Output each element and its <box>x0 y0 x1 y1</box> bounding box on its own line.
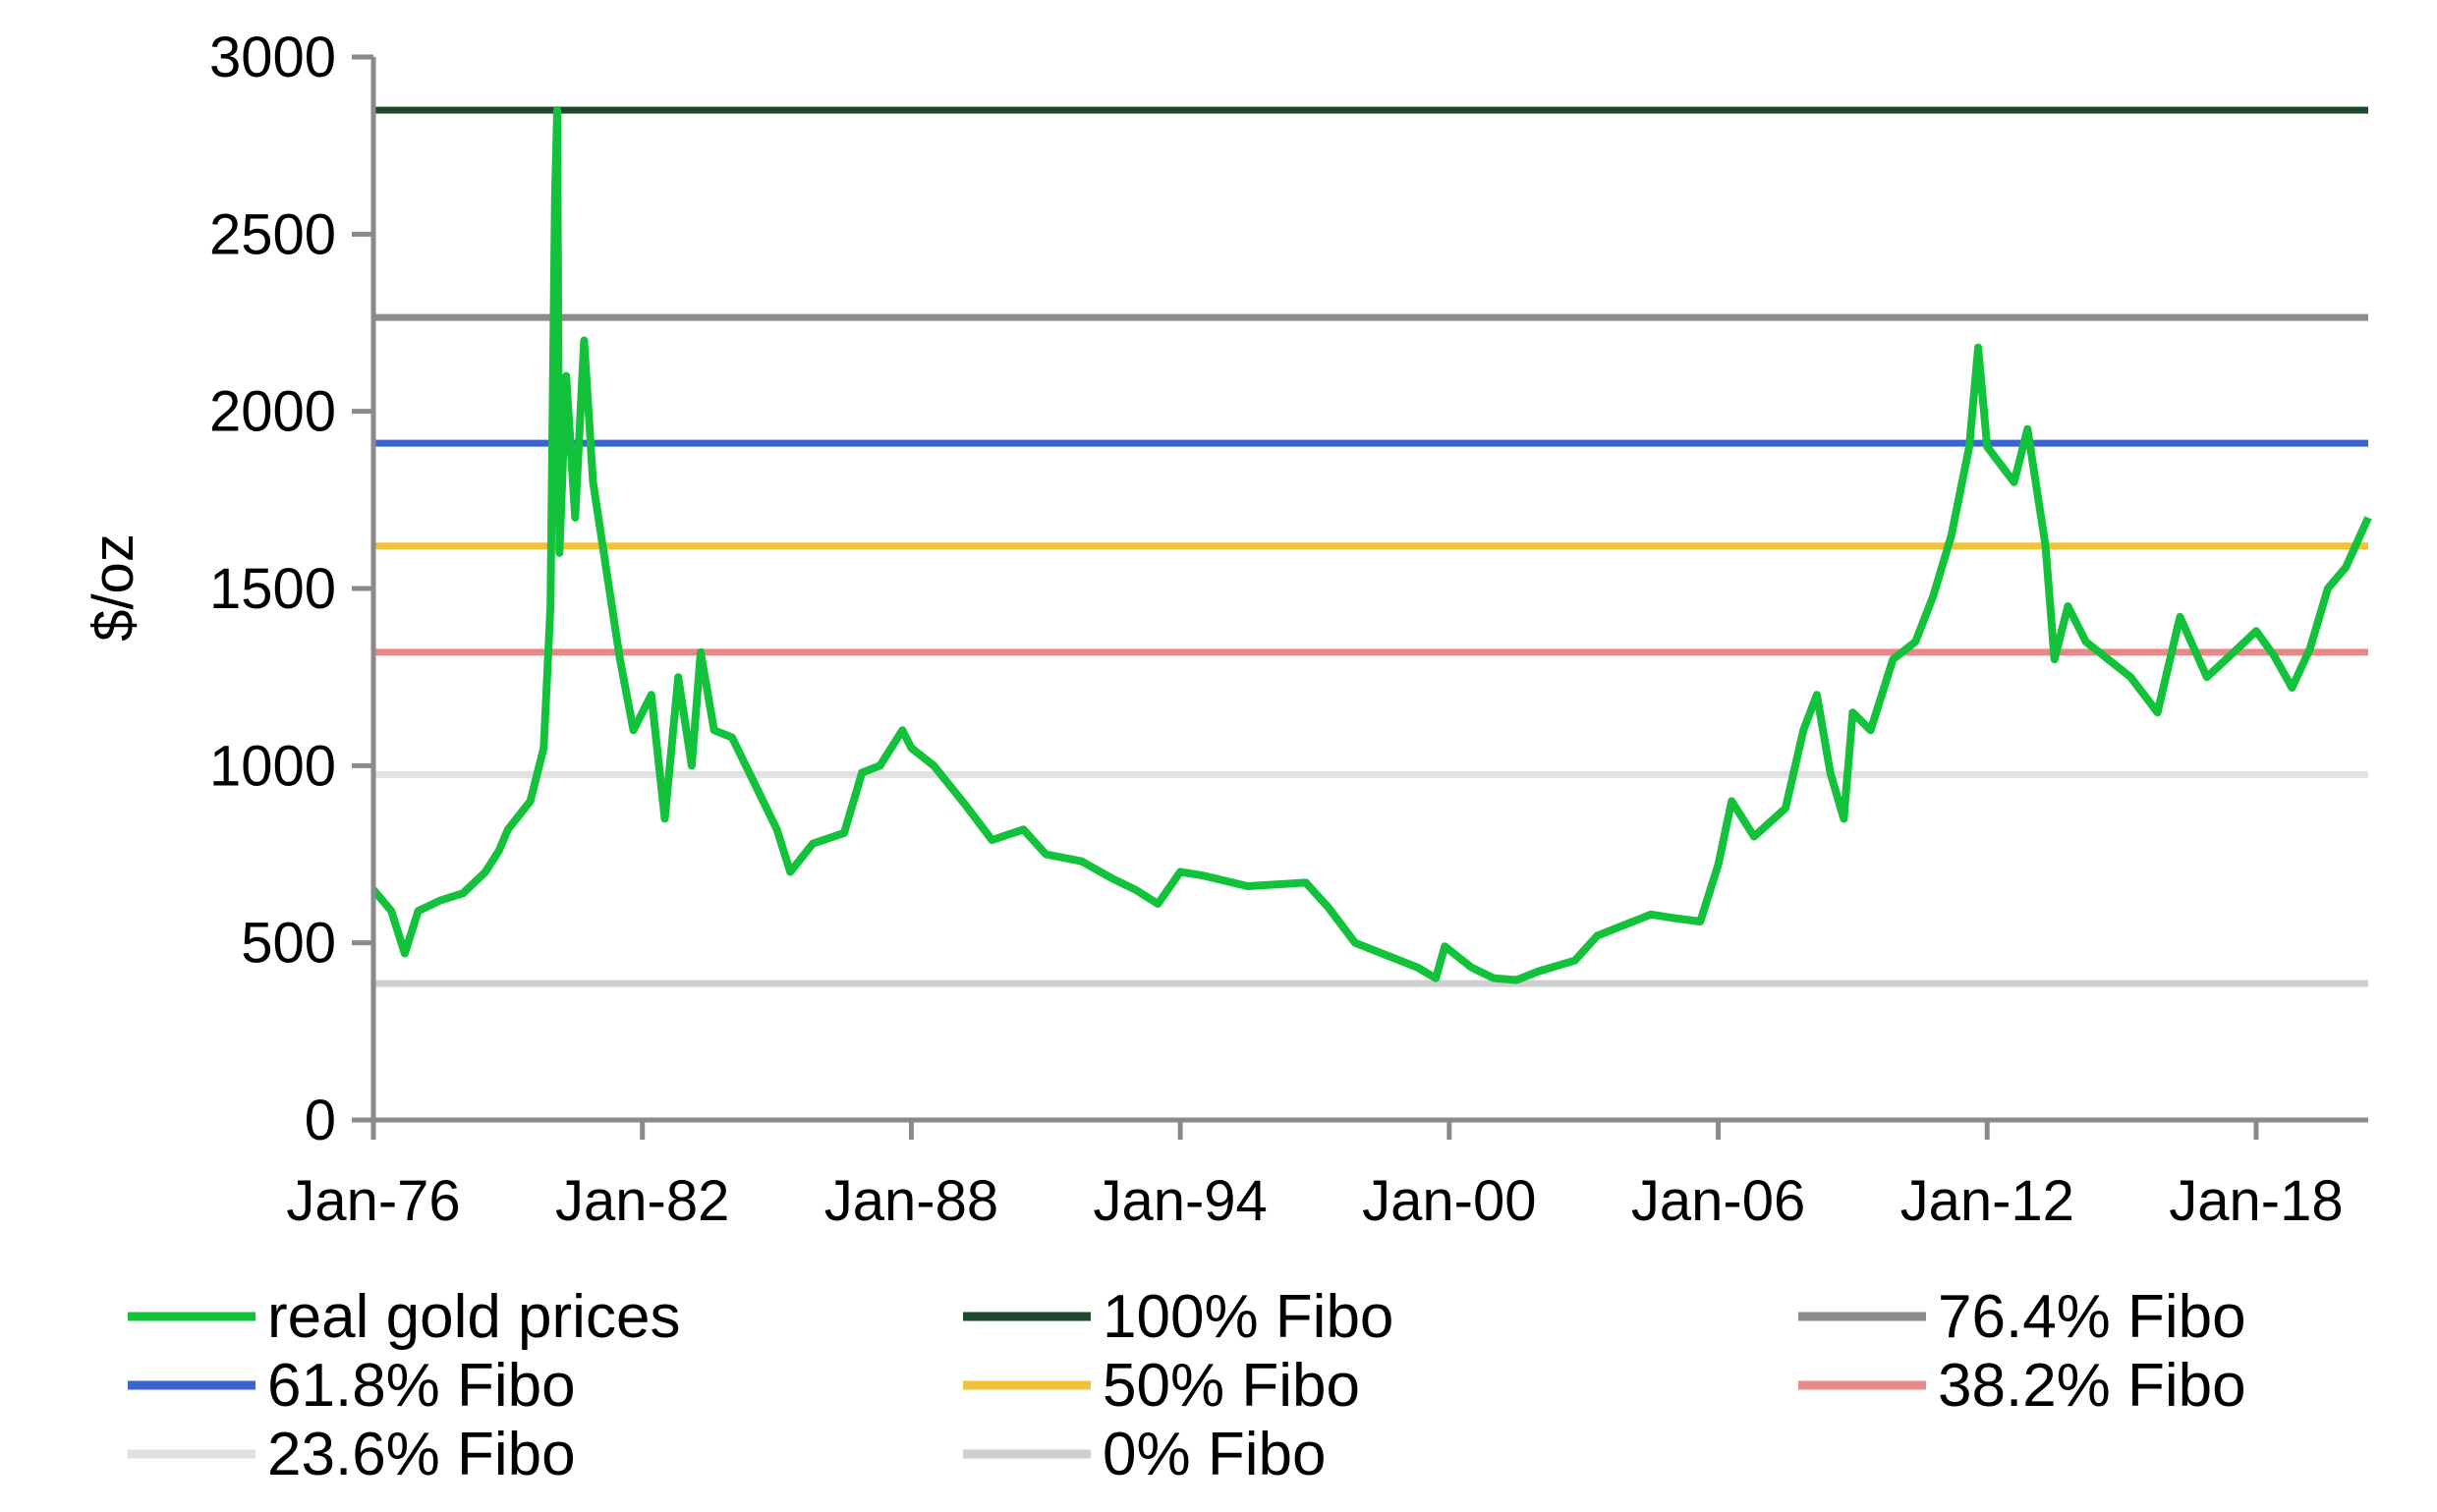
legend-label: 61.8% Fibo <box>267 1352 576 1420</box>
x-tick-label: Jan-18 <box>2169 1169 2343 1233</box>
legend-label: 23.6% Fibo <box>267 1421 576 1488</box>
x-ticks: Jan-76 Jan-82 Jan-88 Jan-94 Jan-00 Jan-06 Jan-… <box>286 1120 2344 1233</box>
x-tick-label: Jan-12 <box>1900 1169 2074 1233</box>
legend-label: 0% Fibo <box>1103 1421 1326 1488</box>
y-tick-label: 500 <box>241 912 336 976</box>
y-tick-label: 0 <box>305 1089 336 1152</box>
y-tick-label: 1500 <box>209 557 336 621</box>
gold-price-line <box>369 106 2372 984</box>
legend-label: 100% Fibo <box>1103 1283 1393 1351</box>
price-line-group <box>369 106 2372 984</box>
axes <box>370 57 2368 1123</box>
x-tick-label: Jan-76 <box>286 1169 460 1233</box>
y-ticks: 0 500 1000 1500 2000 2500 3000 <box>209 26 373 1152</box>
y-tick-label: 1000 <box>209 734 336 798</box>
x-tick-label: Jan-88 <box>824 1169 998 1233</box>
legend-label: 38.2% Fibo <box>1938 1352 2246 1420</box>
y-tick-label: 2500 <box>209 202 336 266</box>
legend-label: 50% Fibo <box>1103 1352 1360 1420</box>
x-tick-label: Jan-94 <box>1093 1169 1267 1233</box>
x-tick-label: Jan-82 <box>555 1169 729 1233</box>
legend: real gold prices 100% Fibo 76.4% Fibo 61.8%… <box>128 1283 2246 1488</box>
legend-label: 76.4% Fibo <box>1938 1283 2246 1351</box>
y-tick-label: 2000 <box>209 380 336 444</box>
x-tick-label: Jan-00 <box>1362 1169 1536 1233</box>
legend-label: real gold prices <box>267 1283 680 1351</box>
y-tick-label: 3000 <box>209 26 336 89</box>
x-tick-label: Jan-06 <box>1631 1169 1805 1233</box>
y-axis-title: $/oz <box>82 533 145 642</box>
fibo-lines <box>373 106 2368 987</box>
